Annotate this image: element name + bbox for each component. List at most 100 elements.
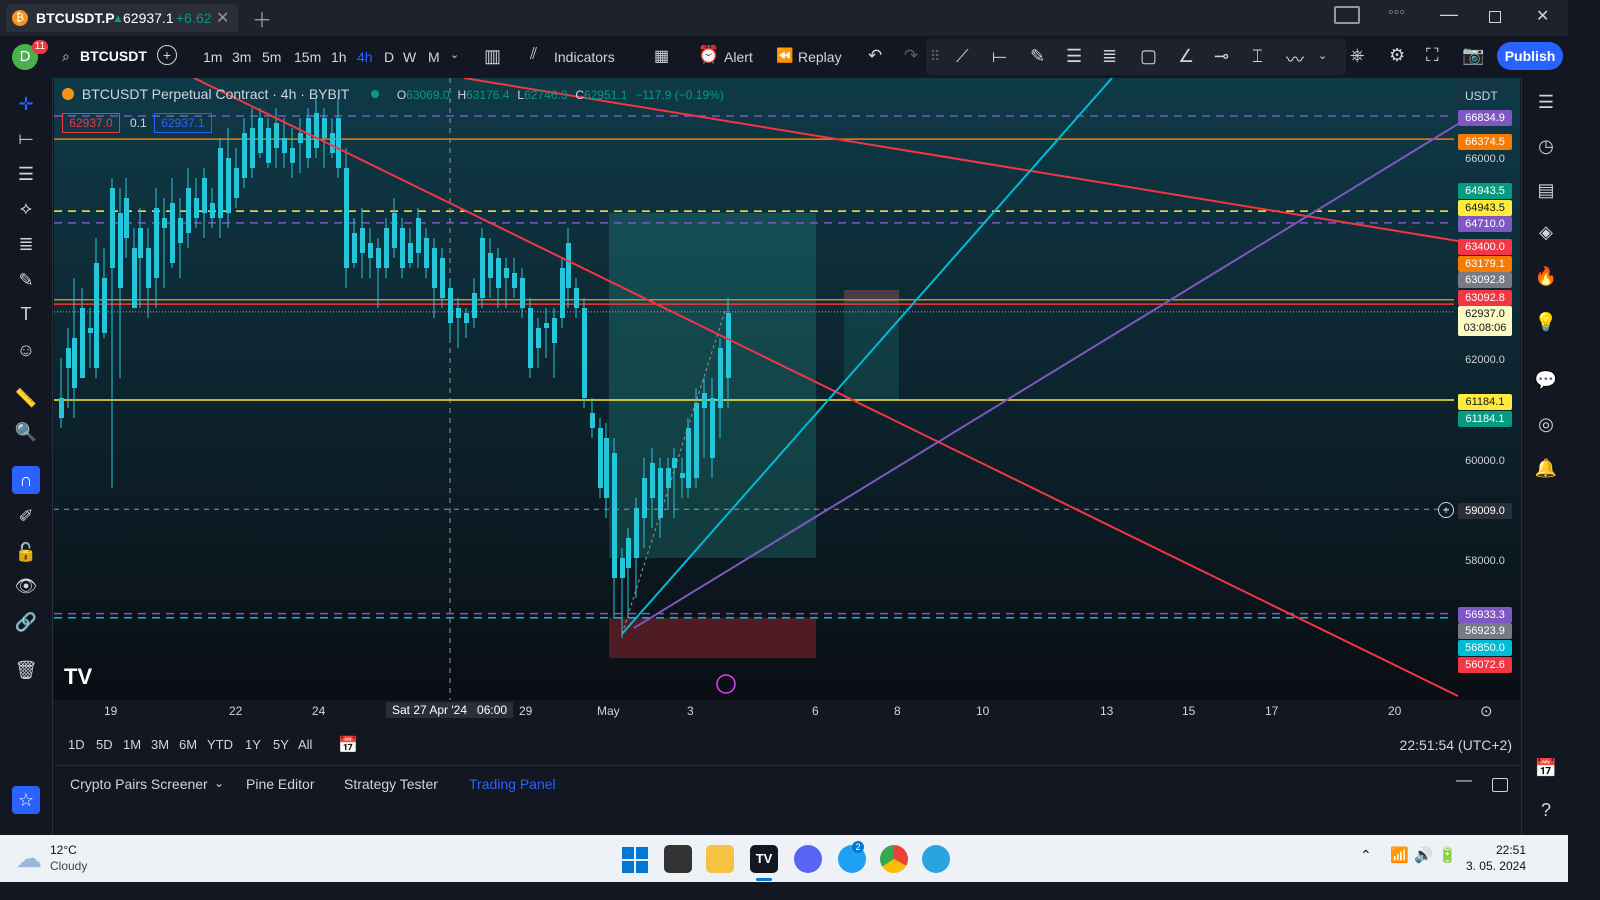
tradingview-app-icon[interactable]: TV	[750, 845, 778, 873]
bottom-tab-trading-panel[interactable]: Trading Panel	[469, 776, 556, 792]
clock-label[interactable]: 22:51:54 (UTC+2)	[1399, 737, 1512, 753]
lock-icon[interactable]: 🔓	[14, 541, 38, 562]
range-5y[interactable]: 5Y	[273, 737, 289, 752]
favorites-star-icon[interactable]: ☆	[12, 786, 40, 814]
candles-icon[interactable]: ▥	[484, 46, 502, 66]
ruler-icon[interactable]: 📏	[14, 387, 38, 408]
trend-line-icon[interactable]: ⟋	[956, 46, 969, 66]
hotlist-icon[interactable]: 🔥	[1534, 265, 1558, 286]
watchlist-icon[interactable]: ☰	[1537, 91, 1555, 112]
add-symbol-icon[interactable]: +	[157, 45, 177, 65]
streams-icon[interactable]: ◎	[1538, 413, 1554, 434]
new-tab-icon[interactable]: ＋	[252, 10, 272, 32]
layout-icon[interactable]	[1334, 6, 1360, 24]
publish-button[interactable]: Publish	[1497, 42, 1563, 70]
maximize-icon[interactable]	[1489, 11, 1501, 23]
channel-tool-icon[interactable]: ☰	[17, 163, 35, 184]
brush-tool-icon[interactable]: ✎	[18, 269, 34, 290]
telegram-icon[interactable]	[922, 845, 950, 873]
discord-icon[interactable]	[794, 845, 822, 873]
time-axis-settings-icon[interactable]: ⊙	[1480, 703, 1493, 720]
bottom-tab-pine-editor[interactable]: Pine Editor	[246, 776, 315, 792]
interval-1m[interactable]: 1m	[203, 49, 223, 65]
link-icon[interactable]: 🔗	[14, 611, 38, 632]
date-range-icon[interactable]: 📅	[338, 737, 358, 754]
range-ytd[interactable]: YTD	[207, 737, 233, 752]
chart-area[interactable]: TV	[54, 78, 1520, 722]
range-1d[interactable]: 1D	[68, 737, 85, 752]
settings-icon[interactable]: ⚙	[1389, 45, 1406, 65]
range-3m[interactable]: 3M	[151, 737, 170, 752]
interval-3m[interactable]: 3m	[232, 49, 252, 65]
fib-tool-icon[interactable]: ≣	[18, 233, 34, 254]
trash-icon[interactable]: 🗑	[14, 659, 38, 680]
currency-selector[interactable]: USDT ⌄	[1460, 84, 1514, 124]
vertical-measure-icon[interactable]: ⌶	[1252, 46, 1263, 66]
sell-price-box[interactable]: 62937.0	[62, 113, 120, 133]
emoji-tool-icon[interactable]: ☺	[16, 339, 36, 360]
draw-lock-icon[interactable]: ✐	[18, 505, 34, 526]
time-axis[interactable]: 19 22 24 29 May 3 6 8 10 13 15 17 20 Sat 27 Apr '24 0…	[54, 700, 1520, 722]
parallel-channel-icon[interactable]: ☰	[1066, 46, 1083, 66]
fib-icon[interactable]: ≣	[1102, 46, 1118, 66]
undo-icon[interactable]: ↶	[868, 46, 883, 65]
interval-w[interactable]: W	[403, 49, 417, 65]
maximize-panel-icon[interactable]	[1492, 778, 1508, 792]
search-icon[interactable]: ⌕	[62, 48, 70, 64]
pattern-tool-icon[interactable]: ⟡	[20, 197, 32, 218]
interval-1h[interactable]: 1h	[331, 49, 347, 65]
close-tab-icon[interactable]: ✕	[216, 10, 230, 27]
chrome-icon[interactable]	[880, 845, 908, 873]
replay-button[interactable]: Replay	[798, 49, 842, 65]
interval-5m[interactable]: 5m	[262, 49, 282, 65]
line-tool-icon[interactable]: ⟝	[18, 127, 34, 148]
data-window-icon[interactable]: ▤	[1537, 179, 1555, 200]
calendar-icon[interactable]: 📅	[1534, 757, 1558, 778]
buy-price-box[interactable]: 62937.1	[154, 113, 212, 133]
close-window-icon[interactable]: ✕	[1536, 8, 1550, 25]
alert-button[interactable]: Alert	[724, 49, 753, 65]
horizontal-line-icon[interactable]: ⊸	[1214, 46, 1230, 66]
templates-icon[interactable]: ▦	[654, 48, 670, 65]
task-view-icon[interactable]	[664, 845, 692, 873]
angle-icon[interactable]: ∠	[1178, 46, 1195, 66]
interval-15m[interactable]: 15m	[294, 49, 322, 65]
interval-m[interactable]: M	[428, 49, 440, 65]
range-1m[interactable]: 1M	[123, 737, 142, 752]
rectangle-icon[interactable]: ▢	[1140, 46, 1158, 66]
minimize-panel-icon[interactable]: —	[1456, 772, 1472, 789]
horizontal-ray-icon[interactable]: ⟝	[992, 46, 1007, 66]
range-1y[interactable]: 1Y	[245, 737, 261, 752]
chat-icon[interactable]: 💬	[1534, 369, 1558, 390]
legend-title[interactable]: BTCUSDT Perpetual Contract · 4h · BYBIT	[81, 86, 350, 102]
layers-icon[interactable]: ◈	[1539, 221, 1553, 242]
help-icon[interactable]: ?	[1540, 799, 1551, 820]
bottom-tab-crypto-pairs-screener[interactable]: Crypto Pairs Screener	[70, 776, 208, 792]
crosshair-icon[interactable]: ✛	[18, 93, 34, 114]
camera-icon[interactable]: 📷	[1462, 45, 1485, 65]
indicators-button[interactable]: Indicators	[554, 49, 615, 65]
redo-icon[interactable]: ↷	[904, 46, 919, 65]
zoom-in-icon[interactable]: 🔍	[14, 421, 38, 442]
eye-icon[interactable]: 👁	[14, 575, 38, 596]
screener-dropdown-icon[interactable]: ⌄	[214, 776, 225, 790]
tray-chevron-icon[interactable]: ⌃	[1360, 847, 1372, 863]
path-dropdown-icon[interactable]: ⌄	[1318, 50, 1328, 62]
add-price-alert-icon[interactable]: +	[1438, 502, 1454, 518]
brush-icon[interactable]: ✎	[1030, 46, 1046, 66]
range-6m[interactable]: 6M	[179, 737, 198, 752]
taskbar-date[interactable]: 3. 05. 2024	[1465, 859, 1526, 873]
file-explorer-icon[interactable]	[706, 845, 734, 873]
cursor-mode-icon[interactable]: ⎈	[1350, 45, 1365, 65]
battery-icon[interactable]: 🔋	[1438, 847, 1457, 864]
browser-tab[interactable]: ₿ BTCUSDT.P ▲ 62937.1 +6.62 ✕	[6, 4, 238, 32]
windows-start-icon[interactable]	[620, 845, 648, 873]
magnet-icon[interactable]: ∩	[12, 466, 40, 494]
symbol-search[interactable]: BTCUSDT	[80, 48, 147, 64]
range-5d[interactable]: 5D	[96, 737, 113, 752]
notifications-bell-icon[interactable]: 🔔	[1534, 457, 1558, 478]
range-all[interactable]: All	[298, 737, 313, 752]
drag-handle-icon[interactable]: ⠿	[930, 48, 941, 64]
volume-icon[interactable]: 🔊	[1414, 847, 1433, 864]
path-icon[interactable]: 〰	[1286, 50, 1304, 70]
